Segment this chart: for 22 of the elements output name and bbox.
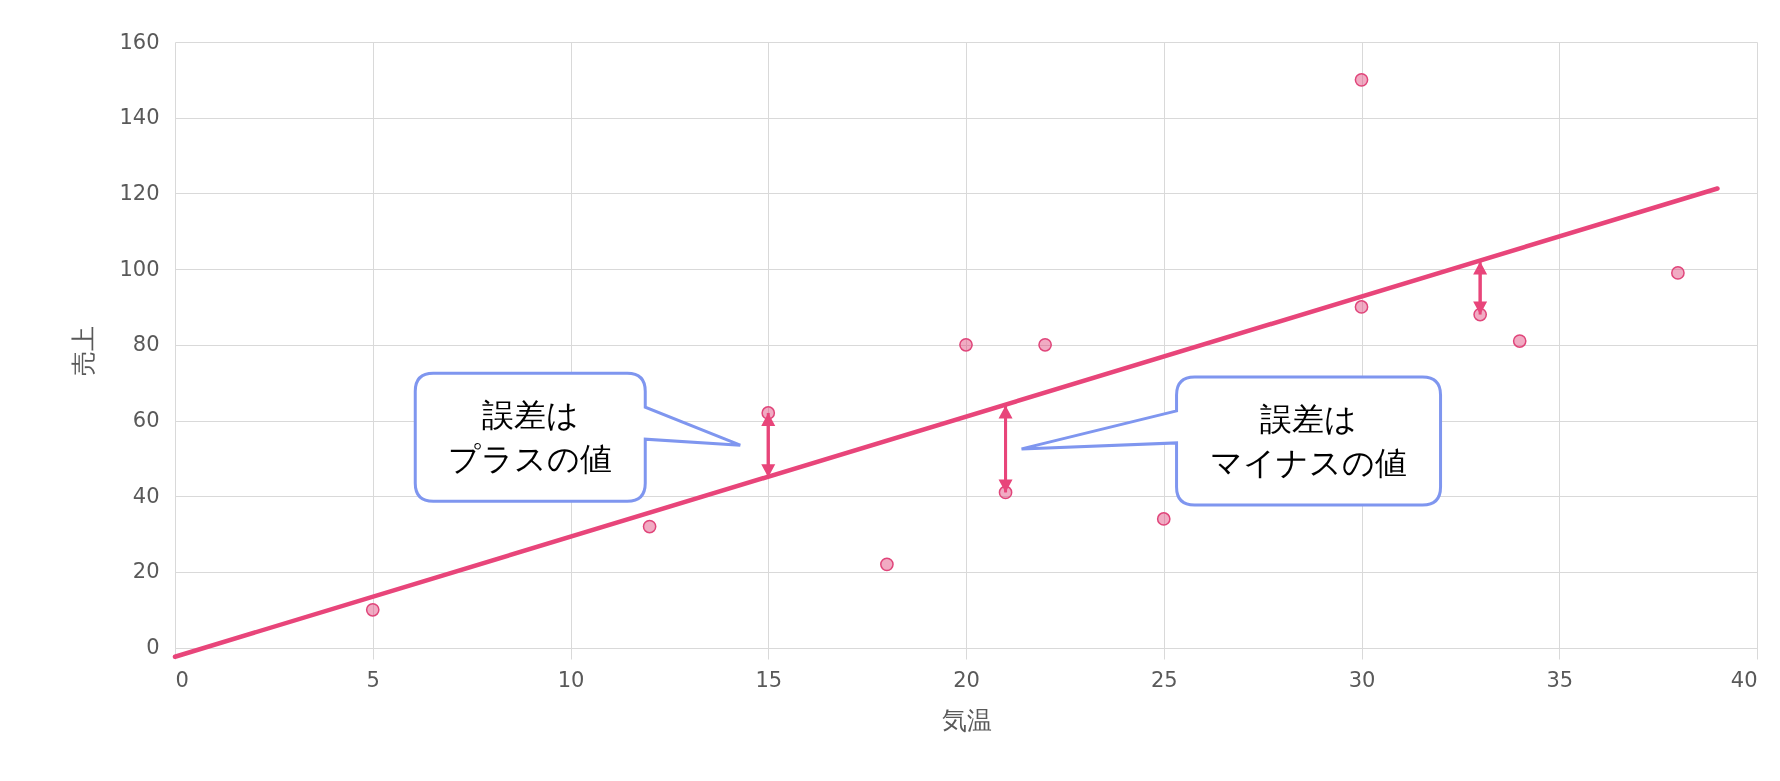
y-tick-label: 120 bbox=[119, 180, 160, 205]
annotation: 誤差はマイナスの値 bbox=[1210, 399, 1408, 482]
y-tick-label: 60 bbox=[132, 408, 160, 433]
x-tick-label: 25 bbox=[1150, 667, 1178, 692]
x-tick-label: 5 bbox=[366, 667, 380, 692]
x-tick-label: 0 bbox=[175, 667, 189, 692]
y-axis-title: 売上 bbox=[69, 326, 99, 376]
y-tick-label: 100 bbox=[119, 256, 160, 281]
x-tick-label: 10 bbox=[557, 667, 585, 692]
y-tick-label: 20 bbox=[132, 559, 160, 584]
x-tick-label: 35 bbox=[1546, 667, 1574, 692]
x-axis-title: 気温 bbox=[941, 705, 992, 735]
y-tick-label: 0 bbox=[146, 635, 160, 660]
annotation: 誤差はプラスの値 bbox=[448, 396, 613, 479]
x-tick-label: 30 bbox=[1348, 667, 1376, 692]
x-tick-label: 20 bbox=[953, 667, 980, 692]
y-tick-label: 40 bbox=[132, 483, 160, 508]
y-tick-label: 160 bbox=[119, 29, 160, 54]
y-tick-label: 140 bbox=[119, 105, 160, 130]
x-tick-label: 40 bbox=[1730, 667, 1758, 692]
x-tick-label: 15 bbox=[755, 667, 783, 692]
y-tick-label: 80 bbox=[132, 332, 160, 357]
